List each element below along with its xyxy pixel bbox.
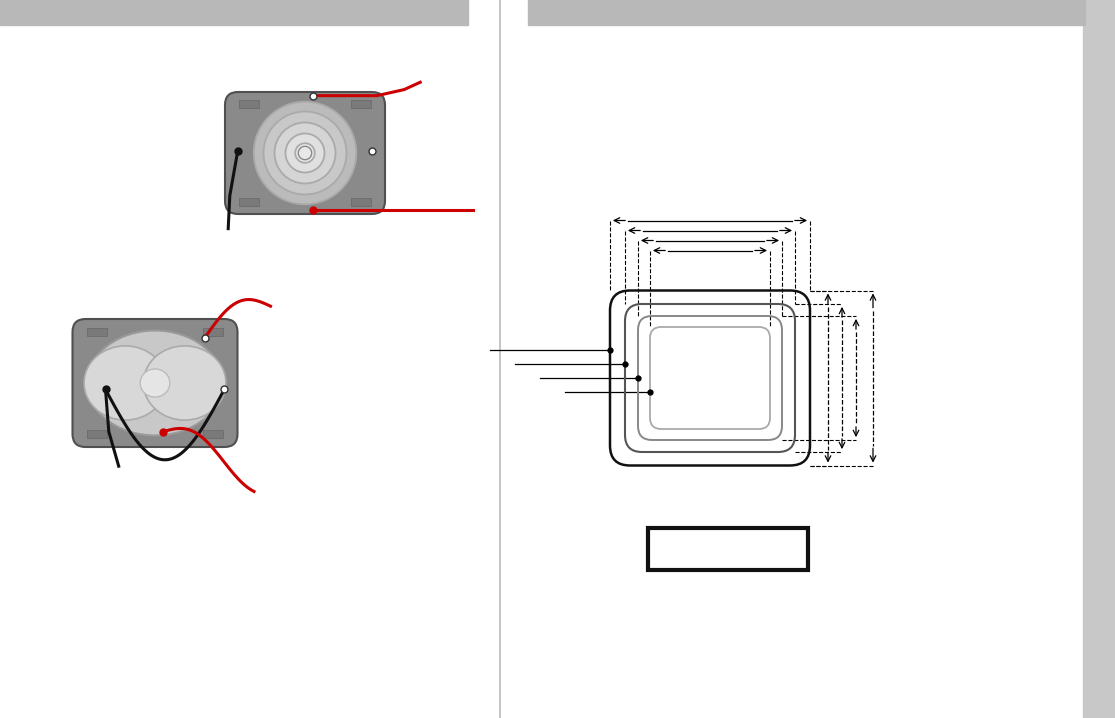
Ellipse shape	[84, 346, 166, 420]
Circle shape	[285, 134, 324, 172]
Bar	[87, 430, 107, 438]
Bar	[203, 328, 223, 336]
Circle shape	[274, 123, 336, 184]
Circle shape	[299, 146, 312, 159]
Bar	[239, 101, 259, 108]
Bar	[203, 430, 223, 438]
Ellipse shape	[87, 330, 223, 436]
FancyBboxPatch shape	[72, 319, 237, 447]
Ellipse shape	[144, 346, 226, 420]
Bar	[648, 528, 808, 570]
Bar	[351, 197, 371, 206]
Bar	[0, 0, 468, 25]
Circle shape	[295, 143, 314, 163]
Circle shape	[263, 111, 347, 195]
Bar	[529, 0, 1085, 25]
Bar	[351, 101, 371, 108]
Bar	[1083, 0, 1115, 718]
Bar	[239, 197, 259, 206]
Ellipse shape	[140, 369, 169, 397]
Circle shape	[254, 102, 356, 204]
FancyBboxPatch shape	[225, 92, 385, 214]
Bar	[87, 328, 107, 336]
